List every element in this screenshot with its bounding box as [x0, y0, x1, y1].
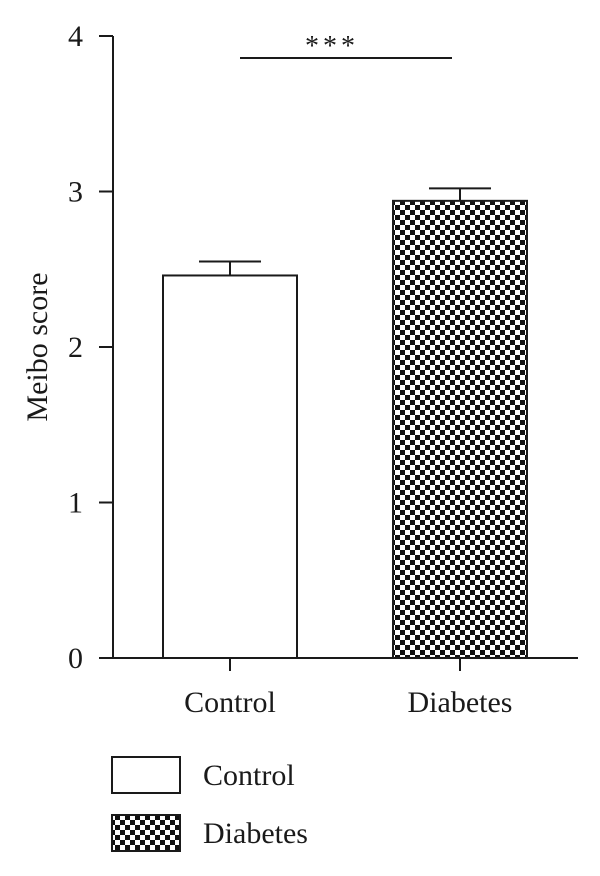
- y-axis: 0 1 2 3 4: [68, 20, 114, 675]
- legend: Control Diabetes: [111, 756, 308, 852]
- x-axis: Control Diabetes: [113, 657, 578, 719]
- x-tick-label: Control: [184, 686, 276, 719]
- error-bars: [199, 187, 491, 276]
- y-tick-label: 4: [68, 20, 83, 53]
- bar-diabetes: [392, 199, 528, 660]
- y-tick-label: 0: [68, 642, 83, 675]
- y-tick-label: 2: [68, 331, 83, 364]
- legend-label-diabetes: Diabetes: [203, 817, 308, 850]
- y-tick-label: 1: [68, 487, 83, 520]
- legend-label-control: Control: [203, 759, 295, 792]
- bar-control: [162, 274, 298, 659]
- bars: [162, 199, 528, 660]
- legend-swatch-diabetes: [111, 814, 181, 852]
- significance-annotation: ***: [240, 31, 452, 62]
- legend-swatch-control: [111, 756, 181, 794]
- x-tick-label: Diabetes: [408, 686, 513, 719]
- y-axis-title: Meibo score: [21, 272, 54, 421]
- significance-label: ***: [305, 31, 359, 62]
- y-tick-label: 3: [68, 176, 83, 209]
